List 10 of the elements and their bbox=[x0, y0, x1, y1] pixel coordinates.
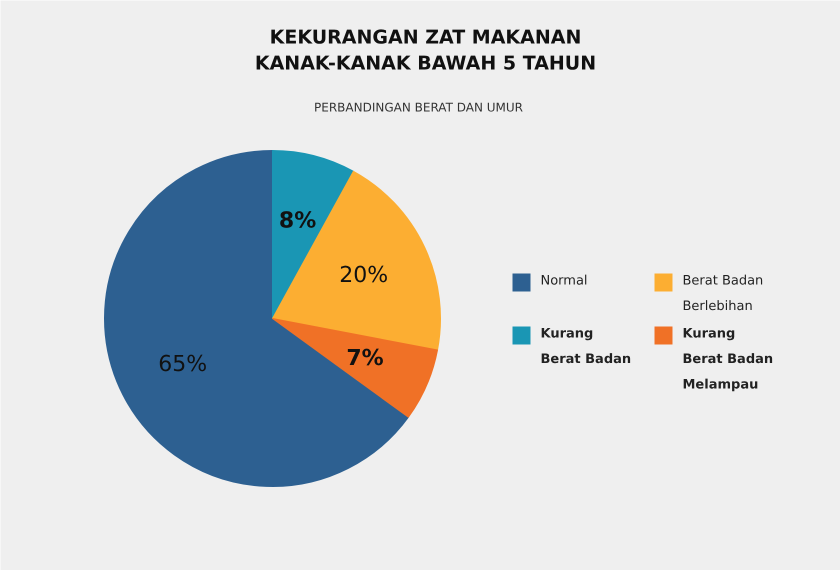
data-label: 7% bbox=[346, 346, 384, 372]
chart-title: KEKURANGAN ZAT MAKANAN KANAK-KANAK BAWAH 5 TAHUN bbox=[254, 26, 596, 75]
data-label: 20% bbox=[339, 263, 388, 288]
data-label: 65% bbox=[158, 352, 208, 377]
legend-label: Kurang Berat Badan Melampau bbox=[682, 326, 774, 392]
legend-label: Kurang Berat Badan bbox=[540, 326, 632, 367]
chart-subtitle: PERBANDINGAN BERAT DAN UMUR bbox=[314, 100, 524, 114]
legend-label: Berat Badan Berlebihan bbox=[682, 274, 764, 314]
legend-label: Normal bbox=[540, 274, 588, 288]
data-label: 8% bbox=[278, 208, 316, 234]
